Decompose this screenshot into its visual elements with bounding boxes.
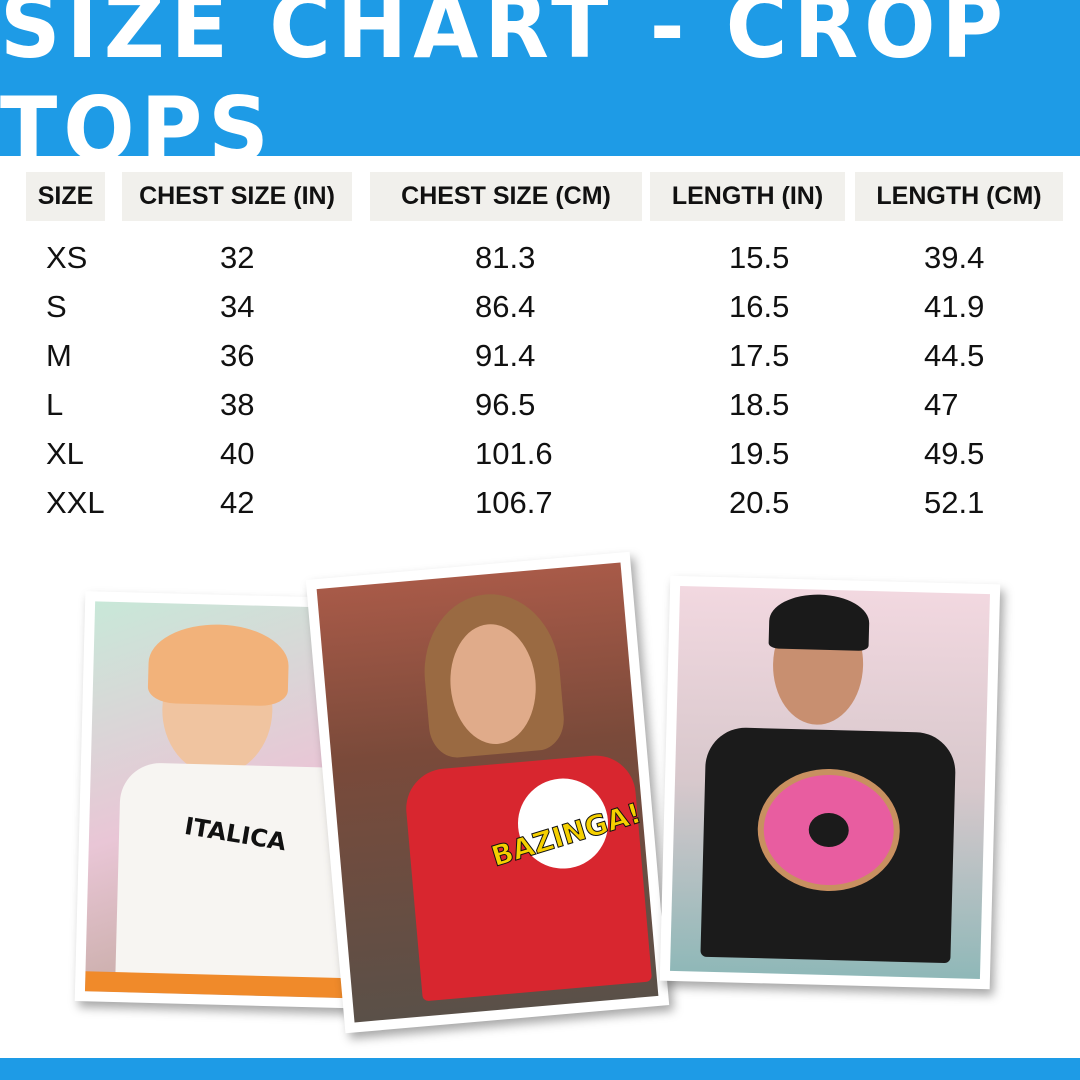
table-cell: 47 (924, 387, 959, 422)
title-banner: SIZE CHART - CROP TOPS (0, 0, 1080, 181)
table-cell: 17.5 (729, 338, 790, 373)
page-title: SIZE CHART - CROP TOPS (0, 0, 1010, 181)
table-cell: 106.7 (475, 485, 553, 520)
table-cell: 16.5 (729, 289, 790, 324)
photo-donut (659, 575, 1001, 990)
table-cell: 96.5 (475, 387, 536, 422)
table-cell: 32 (220, 240, 255, 275)
table-cell: S (46, 289, 67, 324)
table-cell: XL (46, 436, 84, 471)
table-cell: 49.5 (924, 436, 985, 471)
table-cell: 42 (220, 485, 255, 520)
table-cell: 20.5 (729, 485, 790, 520)
table-cell: 81.3 (475, 240, 536, 275)
table-cell: 52.1 (924, 485, 985, 520)
table-cell: 19.5 (729, 436, 790, 471)
table-cell: 39.4 (924, 240, 985, 275)
table-cell: 38 (220, 387, 255, 422)
column-header: SIZE (26, 172, 105, 221)
column-header: LENGTH (CM) (855, 172, 1063, 221)
table-cell: XXL (46, 485, 105, 520)
column-header: CHEST SIZE (IN) (122, 172, 352, 221)
photo-bazinga: BAZINGA! (305, 551, 670, 1034)
table-cell: XS (46, 240, 88, 275)
table-cell: 41.9 (924, 289, 985, 324)
footer-bar (0, 1058, 1080, 1080)
table-cell: 15.5 (729, 240, 790, 275)
table-cell: 34 (220, 289, 255, 324)
table-cell: M (46, 338, 72, 373)
table-cell: L (46, 387, 64, 422)
table-cell: 36 (220, 338, 255, 373)
table-cell: 40 (220, 436, 255, 471)
table-cell: 91.4 (475, 338, 536, 373)
table-cell: 44.5 (924, 338, 985, 373)
table-cell: 86.4 (475, 289, 536, 324)
table-cell: 101.6 (475, 436, 553, 471)
column-header: CHEST SIZE (CM) (370, 172, 642, 221)
column-header: LENGTH (IN) (650, 172, 845, 221)
table-cell: 18.5 (729, 387, 790, 422)
